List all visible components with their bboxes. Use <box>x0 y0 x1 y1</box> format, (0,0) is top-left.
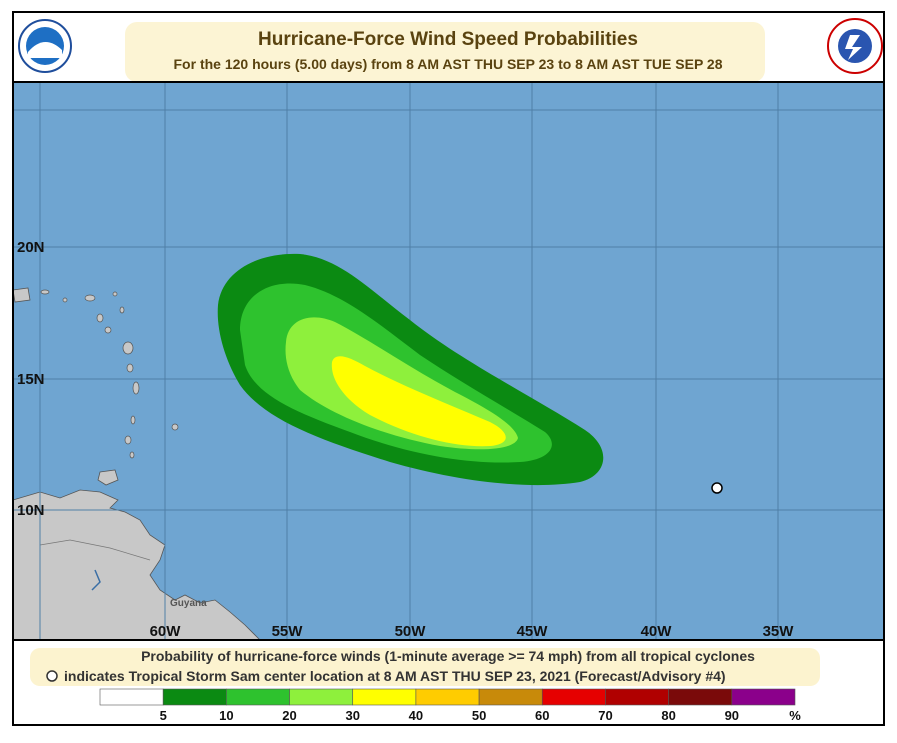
legend-swatch <box>352 688 417 706</box>
map: Guyana <box>13 82 884 640</box>
contour-30 <box>331 356 506 447</box>
legend-label: % <box>789 708 801 723</box>
caption-line-1: Probability of hurricane-force winds (1-… <box>141 648 755 664</box>
latitude-label: 20N <box>17 239 45 256</box>
legend-label: 30 <box>345 708 359 723</box>
legend-label: 40 <box>409 708 423 723</box>
caption-line-2: indicates Tropical Storm Sam center loca… <box>64 668 726 684</box>
legend-label: 50 <box>472 708 486 723</box>
legend-label: 80 <box>661 708 675 723</box>
legend-label: 70 <box>598 708 612 723</box>
legend-swatch <box>415 688 480 706</box>
legend-swatch <box>731 688 796 706</box>
title: Hurricane-Force Wind Speed Probabilities <box>258 29 638 50</box>
lesser-antilles <box>40 289 179 459</box>
caption: Probability of hurricane-force winds (1-… <box>30 648 820 723</box>
legend-swatch <box>289 688 354 706</box>
header: Hurricane-Force Wind Speed Probabilities… <box>13 12 884 82</box>
longitude-label: 50W <box>395 623 427 640</box>
graticule <box>13 82 884 640</box>
longitude-label: 45W <box>517 623 549 640</box>
legend-label: 10 <box>219 708 233 723</box>
frame <box>12 11 885 726</box>
island <box>13 287 31 303</box>
legend-swatch <box>668 688 733 706</box>
longitude-label: 55W <box>272 623 304 640</box>
caption-highlight <box>30 648 820 686</box>
border <box>39 539 151 561</box>
storm-center <box>711 482 723 494</box>
latitude-label: 15N <box>17 371 45 388</box>
title-highlight <box>125 22 765 82</box>
nws-logo-bolt <box>845 35 862 60</box>
longitude-label: 35W <box>763 623 795 640</box>
noaa-logo-bird <box>28 41 62 58</box>
nws-logo-inner <box>838 29 872 63</box>
storm-symbol <box>46 670 58 682</box>
legend-swatch <box>99 688 164 706</box>
legend-label: 60 <box>535 708 549 723</box>
trinidad <box>97 469 119 486</box>
legend-swatch <box>478 688 543 706</box>
longitude-label: 60W <box>150 623 182 640</box>
legend-label: 90 <box>725 708 739 723</box>
legend-swatch <box>162 688 227 706</box>
longitude-label: 40W <box>641 623 673 640</box>
legend-label: 20 <box>282 708 296 723</box>
legend-swatch <box>226 688 290 706</box>
south-america <box>13 489 261 640</box>
river <box>91 569 101 591</box>
subtitle: For the 120 hours (5.00 days) from 8 AM … <box>174 56 723 72</box>
latitude-label: 10N <box>17 502 45 519</box>
legend-label: 5 <box>160 708 167 723</box>
legend: 5 10 20 30 40 50 60 70 80 90% <box>99 688 801 723</box>
axis-labels: 60W 55W 50W 45W 40W 35W 20N 15N 10N <box>17 239 794 640</box>
legend-swatch <box>605 688 669 706</box>
place-label: Guyana <box>170 598 207 609</box>
legend-swatch <box>541 688 606 706</box>
